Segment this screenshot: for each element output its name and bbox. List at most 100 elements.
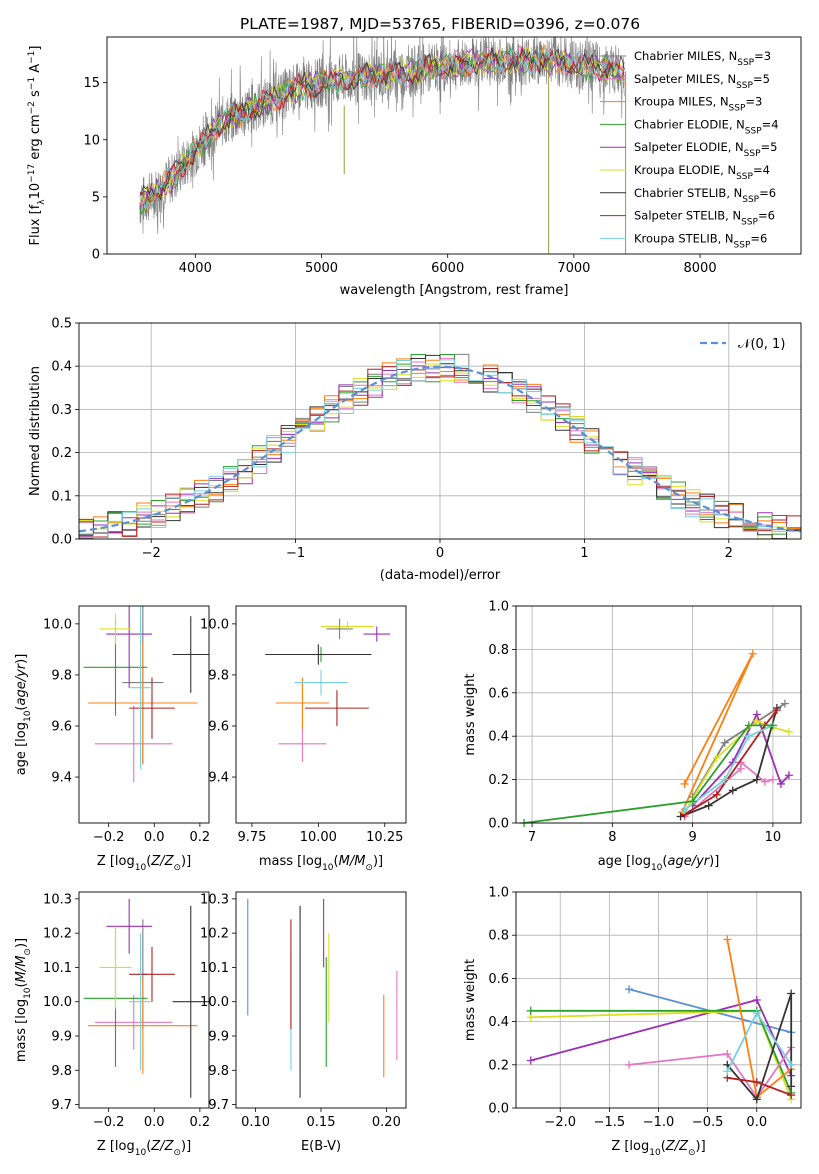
mass_vs_Z-ylabel: mass [log10(M/M⊙)] bbox=[14, 938, 33, 1062]
y-tick-label: 0.4 bbox=[51, 360, 72, 375]
weight-marker-salpeter_elodie bbox=[784, 771, 793, 780]
x-tick-label: 0.2 bbox=[190, 830, 211, 845]
weight-marker-kroupa_miles bbox=[748, 649, 757, 658]
axes-frame bbox=[235, 605, 407, 824]
x-tick-label: 8000 bbox=[684, 261, 717, 276]
x-tick-label: 7000 bbox=[557, 261, 590, 276]
spectrum-model-salpeter_stelib bbox=[139, 46, 625, 203]
weight-marker-chabrier_stelib bbox=[752, 775, 761, 784]
y-tick-label: 0.1 bbox=[51, 489, 72, 504]
y-tick-label: 1.0 bbox=[488, 886, 509, 901]
x-tick-label: 4000 bbox=[179, 261, 212, 276]
x-tick-label: 0 bbox=[436, 546, 444, 561]
x-tick-label: −0.5 bbox=[692, 1115, 724, 1130]
plot-mass_vs_Z: −0.2 0.0 0.2 9.7 9.8 9.9 10.0 10.1 10.2 10.3 Z [lo… bbox=[14, 891, 211, 1158]
weight-marker-chabrier_elodie bbox=[526, 1006, 535, 1015]
x-tick-label: −1.5 bbox=[594, 1115, 626, 1130]
y-tick-label: 0.3 bbox=[51, 403, 72, 418]
y-tick-label: 9.9 bbox=[208, 1030, 229, 1045]
y-tick-label: 9.8 bbox=[208, 1064, 229, 1079]
x-tick-label: 9.75 bbox=[237, 830, 266, 845]
x-tick-label: 0.15 bbox=[307, 1115, 336, 1130]
weight-marker-chabrier_stelib bbox=[728, 786, 737, 795]
x-tick-label: 10.25 bbox=[366, 830, 403, 845]
y-tick-label: 0.2 bbox=[488, 773, 509, 788]
y-tick-label: 10.0 bbox=[43, 617, 72, 632]
mass_vs_ebv-xlabel: E(B-V) bbox=[301, 1139, 341, 1154]
weight-marker-salpeter_miles bbox=[625, 1060, 634, 1069]
y-tick-label: 9.7 bbox=[51, 1098, 72, 1113]
hist-salpeter_stelib bbox=[79, 366, 801, 538]
plot-massweight_vs_Z: −2.0 −1.5 −1.0 −0.5 0.0 0.0 0.2 0.4 0.6 0.8 1.0 Z [… bbox=[463, 886, 802, 1158]
x-tick-label: 2 bbox=[725, 546, 733, 561]
weight-marker-chabrier_stelib bbox=[787, 989, 796, 998]
weight-marker-salpeter_stelib bbox=[772, 706, 781, 715]
weight-line-chabrier_elodie bbox=[523, 724, 773, 823]
axes-frame bbox=[78, 322, 802, 540]
legend-label-salpeter_elodie: Salpeter ELODIE, NSSP=5 bbox=[634, 140, 777, 159]
x-tick-label: 0.10 bbox=[241, 1115, 270, 1130]
x-tick-label: −2 bbox=[142, 546, 161, 561]
x-tick-label: −1.0 bbox=[643, 1115, 675, 1130]
y-tick-label: 0.2 bbox=[488, 1058, 509, 1073]
weight-marker-salpeter_miles bbox=[723, 1050, 732, 1058]
y-tick-label: 0 bbox=[92, 248, 100, 263]
axes-frame bbox=[106, 36, 802, 255]
weight-marker-salpeter_elodie bbox=[776, 779, 785, 788]
weight-marker-salpeter_miles bbox=[760, 777, 769, 786]
plot-massweight_vs_age: 7 8 9 10 0.0 0.2 0.4 0.6 0.8 1.0 age [log10(age/yr… bbox=[463, 600, 802, 873]
y-tick-label: 0.8 bbox=[488, 643, 509, 658]
weight-marker-salpeter_miles bbox=[768, 775, 777, 784]
y-tick-label: 10.1 bbox=[200, 961, 229, 976]
weight-marker-chabrier_miles bbox=[780, 699, 789, 708]
x-tick-label: 0.0 bbox=[144, 830, 165, 845]
y-tick-label: 0.4 bbox=[488, 1015, 509, 1030]
hist-kroupa_elodie bbox=[79, 363, 801, 539]
y-tick-label: 9.9 bbox=[51, 1030, 72, 1045]
weight-line-chabrier_stelib bbox=[726, 993, 793, 1102]
y-tick-label: 10.0 bbox=[43, 995, 72, 1010]
x-tick-label: 0.0 bbox=[746, 1115, 767, 1130]
y-tick-label: 0.0 bbox=[488, 817, 509, 832]
weight-marker-chabrier_stelib bbox=[676, 812, 685, 821]
legend-label-salpeter_miles: Salpeter MILES, NSSP=5 bbox=[634, 72, 770, 91]
spectrum-data-line bbox=[139, 37, 625, 234]
age_vs_Z-ylabel: age [log10(age/yr)] bbox=[14, 654, 33, 776]
hist-kroupa_stelib bbox=[79, 359, 801, 539]
weight-marker-chabrier_elodie bbox=[688, 797, 697, 806]
y-tick-label: 0.8 bbox=[488, 929, 509, 944]
legend-label-chabrier_stelib: Chabrier STELIB, NSSP=6 bbox=[634, 186, 776, 205]
x-tick-label: 0.2 bbox=[190, 1115, 211, 1130]
y-tick-label: 9.8 bbox=[51, 1064, 72, 1079]
massweight_vs_Z-xlabel: Z [log10(Z/Z⊙)] bbox=[611, 1139, 705, 1158]
weight-line-kroupa_stelib bbox=[684, 724, 774, 811]
x-tick-label: 8 bbox=[608, 830, 616, 845]
y-tick-label: 5 bbox=[92, 190, 100, 205]
x-tick-label: 10.00 bbox=[300, 830, 337, 845]
y-tick-label: 1.0 bbox=[488, 600, 509, 615]
y-tick-label: 0.0 bbox=[51, 533, 72, 548]
legend-normal-label: 𝒩(0, 1) bbox=[738, 337, 785, 352]
spectrum-ylabel: Flux [fλ10−17 erg cm−2 s−1 A−1] bbox=[27, 46, 47, 246]
weight-marker-chabrier_elodie bbox=[744, 721, 753, 730]
weight-marker-salpeter_elodie bbox=[752, 996, 761, 1004]
axes-frame bbox=[235, 891, 407, 1109]
weight-marker-kroupa_elodie bbox=[712, 753, 721, 762]
legend-label-kroupa_miles: Kroupa MILES, NSSP=3 bbox=[634, 95, 762, 114]
y-tick-label: 0.2 bbox=[51, 446, 72, 461]
weight-marker-kroupa_elodie bbox=[784, 727, 793, 736]
weight-marker-kroupa_stelib bbox=[744, 732, 753, 741]
weight-marker-kroupa_miles bbox=[723, 935, 732, 944]
weight-line-salpeter_stelib bbox=[684, 709, 778, 816]
x-tick-label: 0.20 bbox=[372, 1115, 401, 1130]
y-tick-label: 9.6 bbox=[208, 719, 229, 734]
mass_vs_Z-xlabel: Z [log10(Z/Z⊙)] bbox=[97, 1139, 191, 1158]
x-tick-label: 1 bbox=[580, 546, 588, 561]
age_vs_mass-xlabel: mass [log10(M/M⊙)] bbox=[259, 854, 383, 873]
weight-marker-kroupa_stelib bbox=[752, 1008, 761, 1017]
weight-marker-chabrier_miles bbox=[720, 738, 729, 747]
spectrum-xlabel: wavelength [Angstrom, rest frame] bbox=[340, 283, 569, 298]
x-tick-label: 7 bbox=[528, 830, 536, 845]
legend-label-chabrier_elodie: Chabrier ELODIE, NSSP=4 bbox=[634, 117, 779, 136]
legend-label-chabrier_miles: Chabrier MILES, NSSP=3 bbox=[634, 49, 771, 68]
